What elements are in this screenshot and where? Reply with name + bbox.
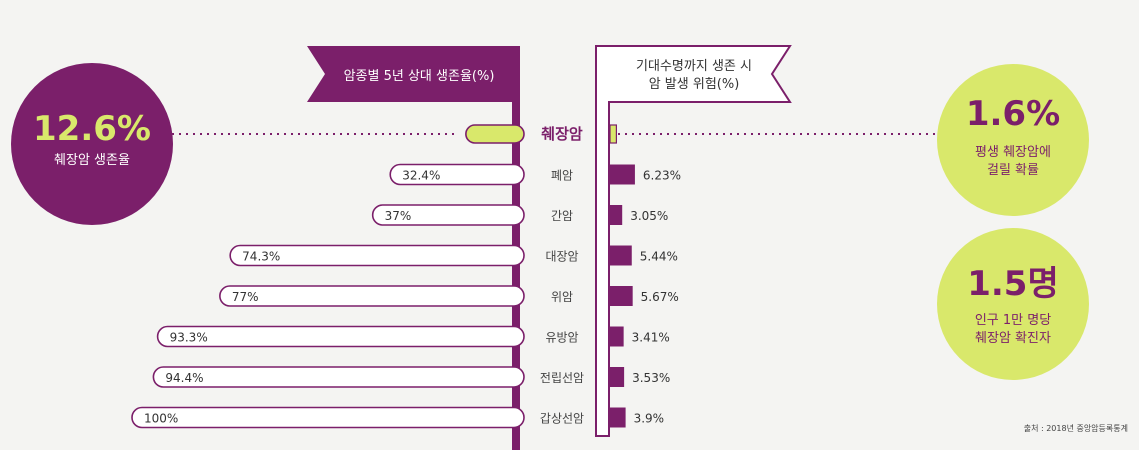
risk-bar bbox=[610, 205, 623, 225]
survival-bar bbox=[465, 124, 525, 144]
risk-value-label: 5.44% bbox=[640, 250, 678, 264]
survival-value-label: 37% bbox=[385, 209, 412, 223]
right-stat-2-label-line-2: 췌장암 확진자 bbox=[975, 331, 1051, 346]
risk-value-label: 6.23% bbox=[643, 169, 681, 183]
right-stat-1-label-line-2: 걸릴 확률 bbox=[987, 163, 1039, 178]
risk-bar bbox=[609, 124, 618, 144]
survival-bar bbox=[152, 366, 525, 388]
category-label: 대장암 bbox=[545, 250, 578, 264]
risk-bar bbox=[610, 326, 624, 347]
risk-value-label: 3.53% bbox=[632, 371, 670, 385]
survival-bar bbox=[219, 285, 525, 307]
right-stat-1-label-line-1: 평생 췌장암에 bbox=[975, 145, 1051, 160]
survival-value-label: 93.3% bbox=[170, 331, 208, 345]
left-header-text: 암종별 5년 상대 생존율(%) bbox=[344, 69, 495, 84]
risk-value-label: 3.9% bbox=[634, 412, 665, 426]
survival-bar bbox=[371, 204, 525, 226]
right-stat-2-label-line-1: 인구 1만 명당 bbox=[975, 313, 1051, 328]
risk-value-label: 5.67% bbox=[641, 290, 679, 304]
risk-bar bbox=[610, 286, 633, 306]
bars-layer: 췌장암 32.4% 폐암 6.23% 37% 간암 3.05% 74.3% 대장암 5.44% 77… bbox=[131, 124, 681, 429]
risk-value-label: 3.41% bbox=[632, 331, 670, 345]
source-note: 출처 : 2018년 중앙암등록통계 bbox=[1024, 423, 1128, 433]
category-label: 위암 bbox=[551, 290, 573, 304]
category-label: 전립선암 bbox=[540, 371, 584, 385]
category-label: 폐암 bbox=[551, 169, 573, 183]
survival-value-label: 74.3% bbox=[242, 250, 280, 264]
survival-value-label: 94.4% bbox=[165, 371, 203, 385]
risk-bar bbox=[610, 407, 626, 428]
category-label: 유방암 bbox=[545, 331, 578, 345]
risk-bar bbox=[610, 245, 632, 266]
survival-bar bbox=[156, 325, 525, 348]
survival-value-label: 32.4% bbox=[402, 169, 440, 183]
risk-bar bbox=[610, 164, 635, 185]
left-stat-circle bbox=[11, 63, 173, 225]
survival-bar bbox=[229, 244, 525, 267]
left-stat-value: 12.6% bbox=[33, 109, 151, 149]
right-header-line-1: 기대수명까지 생존 시 bbox=[636, 59, 752, 74]
right-header-banner bbox=[595, 45, 792, 437]
right-stat-circle-1 bbox=[937, 64, 1089, 216]
right-header-line-2: 암 발생 위험(%) bbox=[649, 77, 740, 92]
risk-value-label: 3.05% bbox=[630, 209, 668, 223]
category-label: 갑상선암 bbox=[540, 412, 584, 426]
left-header-banner bbox=[307, 46, 520, 450]
right-stat-circle-2 bbox=[937, 228, 1089, 380]
risk-bar bbox=[610, 367, 625, 387]
category-label: 간암 bbox=[551, 209, 573, 223]
survival-bar bbox=[131, 406, 525, 429]
left-stat-label: 췌장암 생존율 bbox=[54, 153, 130, 168]
survival-value-label: 77% bbox=[232, 290, 259, 304]
right-stat-1-value: 1.6% bbox=[966, 94, 1060, 134]
survival-value-label: 100% bbox=[144, 412, 178, 426]
survival-bar bbox=[389, 163, 525, 186]
right-stat-2-value: 1.5명 bbox=[967, 264, 1059, 304]
category-label: 췌장암 bbox=[541, 125, 583, 143]
